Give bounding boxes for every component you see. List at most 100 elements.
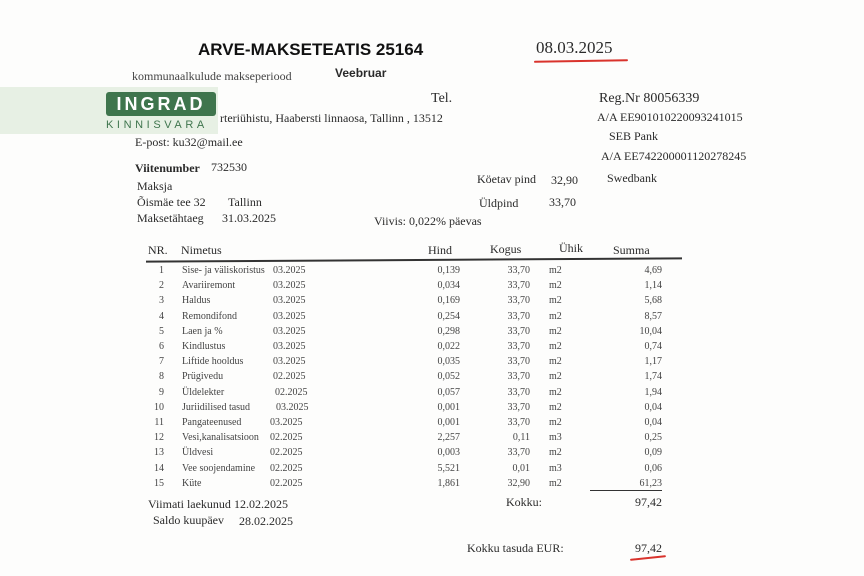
col-name: Nimetus xyxy=(181,243,222,257)
cell-sum: 4,69 xyxy=(644,265,663,276)
cell-period: 02.2025 xyxy=(270,432,303,444)
cell-nr: 6 xyxy=(159,341,164,352)
penalty-rate: Viivis: 0,022% päevas xyxy=(374,214,482,228)
logo-name: INGRAD xyxy=(106,92,216,116)
due-label: Maksetähtaeg xyxy=(137,211,204,225)
cell-name: Küte xyxy=(182,477,202,489)
cell-qty: 33,70 xyxy=(507,295,531,307)
due-value: 31.03.2025 xyxy=(222,211,276,225)
cell-qty: 33,70 xyxy=(507,447,531,459)
balance-value: 28.02.2025 xyxy=(239,514,293,528)
invoice-title: ARVE-MAKSETEATIS 25164 xyxy=(198,40,424,59)
cell-nr: 11 xyxy=(154,417,164,428)
cell-price: 0,169 xyxy=(437,295,461,307)
cell-unit: m2 xyxy=(549,280,562,292)
cell-price: 0,001 xyxy=(437,417,461,428)
cell-price: 1,861 xyxy=(437,477,461,489)
cell-unit: m2 xyxy=(549,371,562,383)
cell-price: 5,521 xyxy=(437,462,461,474)
due-total-label: Kokku tasuda EUR: xyxy=(467,541,564,555)
cell-unit: m2 xyxy=(549,447,562,459)
cell-sum: 1,94 xyxy=(644,386,663,398)
logo-sub: KINNISVARA xyxy=(106,119,208,131)
ref-value: 732530 xyxy=(211,160,247,174)
cell-sum: 0,74 xyxy=(644,341,663,352)
cell-unit: m2 xyxy=(549,477,562,489)
cell-unit: m2 xyxy=(549,295,562,307)
cell-name: Kindlustus xyxy=(182,341,226,352)
cell-unit: m2 xyxy=(549,356,562,368)
ref-label: Viitenumber xyxy=(135,161,200,175)
cell-unit: m2 xyxy=(549,325,562,337)
cell-name: Vesi,kanalisatsioon xyxy=(182,432,259,444)
cell-sum: 5,68 xyxy=(644,295,663,307)
cell-sum: 0,04 xyxy=(644,401,663,413)
payer-street: Õismäe tee 32 xyxy=(137,195,206,209)
cell-price: 0,052 xyxy=(437,371,461,383)
cell-nr: 14 xyxy=(154,462,164,474)
total-area-value: 33,70 xyxy=(549,195,576,209)
cell-unit: m2 xyxy=(549,341,562,352)
col-nr: NR. xyxy=(148,243,168,257)
heated-area-value: 32,90 xyxy=(551,173,578,187)
cell-period: 03.2025 xyxy=(273,265,306,276)
cell-nr: 12 xyxy=(154,432,164,444)
reg-number: Reg.Nr 80056339 xyxy=(599,91,700,106)
balance-label: Saldo kuupäev xyxy=(153,513,224,527)
cell-nr: 9 xyxy=(159,386,164,398)
period-value: Veebruar xyxy=(335,66,387,80)
cell-nr: 2 xyxy=(159,280,164,292)
cell-qty: 33,70 xyxy=(507,325,531,337)
heated-area-label: Köetav pind xyxy=(477,172,536,186)
cell-qty: 33,70 xyxy=(507,280,531,292)
last-paid-label: Viimati laekunud xyxy=(148,497,231,511)
payer-city: Tallinn xyxy=(228,195,262,209)
cell-qty: 33,70 xyxy=(507,265,531,276)
cell-period: 03.2025 xyxy=(273,325,306,337)
cell-nr: 5 xyxy=(159,325,164,337)
cell-period: 02.2025 xyxy=(275,386,308,398)
invoice-date: 08.03.2025 xyxy=(536,38,613,57)
bank-2: Swedbank xyxy=(607,171,657,185)
period-label: kommunaalkulude makseperiood xyxy=(132,69,292,83)
cell-sum: 1,17 xyxy=(644,356,663,368)
cell-sum: 1,74 xyxy=(644,371,663,383)
email: E-post: ku32@mail.ee xyxy=(135,135,243,149)
cell-nr: 13 xyxy=(154,447,164,459)
cell-nr: 1 xyxy=(159,265,164,276)
cell-name: Remondifond xyxy=(182,310,237,322)
account-1: A/A EE901010220093241015 xyxy=(597,110,743,124)
address: rteriühistu, Haabersti linnaosa, Tallinn… xyxy=(220,111,443,125)
tel-label: Tel. xyxy=(431,91,453,106)
cell-period: 02.2025 xyxy=(270,447,303,459)
total-area-label: Üldpind xyxy=(479,196,519,210)
cell-period: 02.2025 xyxy=(273,371,306,383)
cell-price: 0,034 xyxy=(437,280,461,292)
cell-sum: 1,14 xyxy=(644,280,663,292)
cell-sum: 10,04 xyxy=(639,325,663,337)
cell-price: 0,254 xyxy=(437,310,461,322)
cell-qty: 33,70 xyxy=(507,356,531,368)
cell-unit: m3 xyxy=(549,432,562,444)
last-paid-value: 12.02.2025 xyxy=(234,497,288,511)
col-price: Hind xyxy=(428,243,452,257)
cell-qty: 33,70 xyxy=(507,386,531,398)
cell-period: 03.2025 xyxy=(270,417,303,428)
cell-price: 0,022 xyxy=(437,341,461,352)
cell-nr: 4 xyxy=(159,310,164,322)
bank-1: SEB Pank xyxy=(609,129,659,143)
cell-period: 03.2025 xyxy=(273,356,306,368)
sum-rule xyxy=(590,490,662,491)
cell-price: 0,003 xyxy=(437,447,461,459)
total-value: 97,42 xyxy=(635,495,662,509)
ingrad-logo-watermark: INGRAD KINNISVARA xyxy=(0,87,218,134)
cell-sum: 8,57 xyxy=(644,310,663,322)
cell-qty: 33,70 xyxy=(507,417,531,428)
payer-label: Maksja xyxy=(137,179,173,193)
cell-nr: 10 xyxy=(154,401,164,413)
cell-qty: 33,70 xyxy=(507,310,531,322)
cell-period: 03.2025 xyxy=(273,341,306,352)
cell-price: 0,298 xyxy=(437,325,461,337)
cell-name: Prügivedu xyxy=(182,371,224,383)
cell-qty: 33,70 xyxy=(507,371,531,383)
